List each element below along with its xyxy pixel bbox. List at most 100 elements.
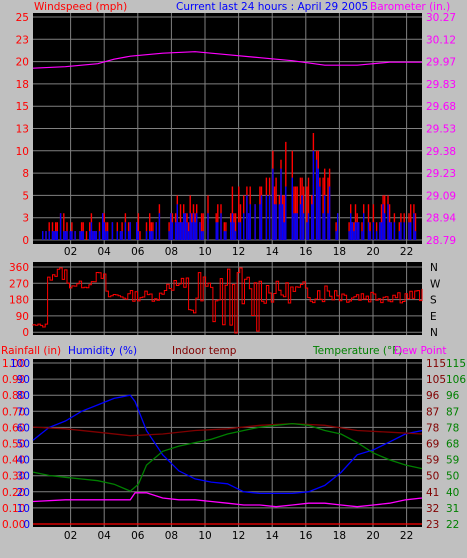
rain-tick-label: 0.90 (2, 374, 25, 386)
barometer-tick-label: 30.12 (426, 34, 456, 46)
indoor-temp-tick-label: 105 (426, 374, 446, 386)
indoor-temp-tick-label: 59 (426, 455, 439, 467)
temperature-axis-label: Temperature (°F) (312, 345, 402, 357)
temperature-tick-label: 22 (446, 519, 459, 531)
barometer-tick-label: 29.38 (426, 146, 456, 158)
temperature-tick-label: 68 (446, 439, 459, 451)
panel-temperature-tick-labels: 0.00 0.10 0.20 0.30 0.40 0.50 0.60 0.70 0.80 0.90… (2, 358, 466, 542)
rainfall-axis-label: Rainfall (in) (1, 345, 61, 357)
direction-tick-label: 270 (9, 278, 29, 290)
humidity-tick-label: 100 (10, 358, 30, 370)
x-tick-label: 02 (64, 530, 77, 542)
direction-tick-label: 180 (9, 295, 29, 307)
temperature-tick-label: 115 (446, 358, 466, 370)
wind-tick-label: 15 (16, 101, 29, 113)
humidity-tick-label: 90 (17, 374, 30, 386)
barometer-tick-label: 29.83 (426, 79, 456, 91)
humidity-tick-label: 60 (17, 422, 30, 434)
compass-tick-label: W (430, 278, 441, 290)
x-tick-label: 22 (400, 246, 413, 258)
humidity-tick-label: 50 (17, 439, 30, 451)
indoor-temp-tick-label: 23 (426, 519, 439, 531)
barometer-tick-label: 28.94 (426, 213, 456, 225)
wind-average-series (42, 150, 417, 240)
compass-tick-label: N (430, 262, 438, 274)
wind-tick-label: 8 (22, 168, 29, 180)
direction-tick-label: 0 (22, 327, 29, 339)
wind-tick-label: 10 (16, 146, 29, 158)
wind-tick-label: 18 (16, 79, 29, 91)
wind-tick-label: 13 (16, 124, 29, 136)
temperature-tick-label: 59 (446, 455, 459, 467)
direction-tick-label: 90 (16, 311, 29, 323)
barometer-series (32, 51, 422, 69)
barometer-tick-label: 29.09 (426, 190, 456, 202)
barometer-tick-label: 29.23 (426, 168, 456, 180)
wind-tick-label: 20 (16, 57, 29, 69)
panel-wind-grid (33, 13, 422, 244)
indoor-temp-tick-label: 50 (426, 471, 439, 483)
temperature-series (32, 422, 423, 492)
indoor-temp-tick-label: 32 (426, 503, 439, 515)
temperature-tick-label: 78 (446, 422, 459, 434)
wind-tick-label: 0 (22, 235, 29, 247)
humidity-tick-label: 0 (23, 519, 30, 531)
temperature-tick-label: 50 (446, 471, 459, 483)
rain-tick-label: 1.00 (2, 358, 25, 370)
x-tick-label: 08 (165, 246, 178, 258)
temperature-tick-label: 31 (446, 503, 459, 515)
direction-tick-label: 360 (9, 262, 29, 274)
humidity-tick-label: 40 (17, 455, 30, 467)
dewpoint-series (32, 492, 423, 508)
x-tick-label: 10 (198, 530, 211, 542)
rain-tick-label: 0.50 (2, 439, 25, 451)
humidity-tick-label: 70 (17, 406, 30, 418)
compass-tick-label: E (430, 311, 437, 323)
barometer-tick-label: 28.79 (426, 235, 456, 247)
humidity-series (32, 394, 423, 495)
indoor-temp-tick-label: 41 (426, 487, 439, 499)
rain-tick-label: 0.20 (2, 487, 25, 499)
barometer-axis-label: Barometer (in.) (370, 1, 450, 13)
x-tick-label: 12 (232, 530, 245, 542)
indoor-temp-tick-label: 96 (426, 390, 440, 402)
indoor-temp-tick-label: 69 (426, 439, 439, 451)
indoor-temp-label: Indoor temp (172, 345, 237, 357)
humidity-tick-label: 20 (17, 487, 30, 499)
panel-temperature-series (32, 394, 423, 525)
x-tick-label: 18 (333, 530, 346, 542)
wind-direction-series (32, 267, 423, 334)
indoor-temp-tick-label: 115 (426, 358, 446, 370)
temperature-tick-label: 96 (446, 390, 460, 402)
rain-tick-label: 0.70 (2, 406, 25, 418)
humidity-tick-label: 30 (17, 471, 30, 483)
x-tick-label: 06 (131, 530, 145, 542)
rain-tick-label: 0.00 (2, 519, 25, 531)
panel-wind-tick-labels: 25 23 20 18 15 13 10 8 5 3 0 30.27 30.12 29.97 29.83 29… (16, 12, 457, 258)
x-tick-label: 08 (165, 530, 178, 542)
panel-direction-grid (33, 262, 422, 335)
wind-tick-label: 25 (16, 12, 29, 24)
panel-direction-series (32, 267, 423, 334)
x-tick-label: 10 (198, 246, 211, 258)
x-tick-label: 20 (366, 530, 379, 542)
compass-tick-label: S (430, 295, 437, 307)
temperature-tick-label: 40 (446, 487, 459, 499)
indoor-series (32, 422, 423, 437)
x-tick-label: 06 (131, 246, 145, 258)
temperature-tick-label: 106 (446, 374, 466, 386)
chart-title: Current last 24 hours : April 29 2005 (176, 1, 368, 13)
rain-tick-label: 0.80 (2, 390, 25, 402)
barometer-tick-label: 29.68 (426, 101, 456, 113)
rain-tick-label: 0.10 (2, 503, 25, 515)
rain-tick-label: 0.40 (2, 455, 25, 467)
barometer-tick-label: 29.53 (426, 124, 456, 136)
x-tick-label: 12 (232, 246, 245, 258)
x-tick-label: 14 (266, 246, 280, 258)
x-tick-label: 14 (266, 530, 280, 542)
temperature-tick-label: 87 (446, 406, 459, 418)
x-tick-label: 18 (333, 246, 346, 258)
